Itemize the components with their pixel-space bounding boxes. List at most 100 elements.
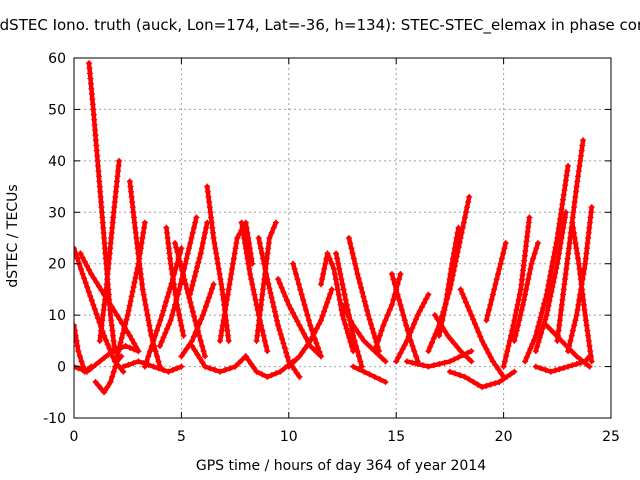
data-point [167,317,174,324]
data-point [525,276,532,283]
data-point [342,321,349,328]
data-point [160,307,167,314]
data-point [109,332,116,339]
data-point [412,353,419,360]
data-point [119,330,126,337]
data-point [199,312,206,319]
data-point [562,214,569,221]
data-point [517,312,524,319]
data-point [456,372,463,379]
data-point [394,291,401,298]
data-point [416,308,423,315]
data-point [412,316,419,323]
data-point [521,296,528,303]
data-point [562,209,569,216]
data-point [405,333,412,340]
data-point [225,332,232,339]
data-point [367,321,374,328]
data-point [461,214,468,221]
data-point [564,255,571,262]
data-point [551,249,558,256]
data-point [91,116,98,123]
data-point [113,183,120,190]
data-point [468,358,475,365]
data-point [316,348,323,355]
data-point [103,286,110,293]
data-point [380,322,387,329]
data-point [586,224,593,231]
data-point [278,284,285,291]
data-point [265,245,272,252]
data-point [497,370,504,376]
data-point [138,276,145,283]
data-point [575,173,582,180]
data-point [455,224,462,231]
data-point [210,281,217,288]
data-point [85,288,92,295]
data-point [140,291,147,298]
data-point [198,245,205,252]
data-point [547,272,554,279]
data-point [572,188,579,195]
data-point [580,271,587,277]
data-point [439,324,446,331]
data-point [450,250,457,257]
data-point [515,296,522,303]
data-point [495,271,502,277]
data-point [516,291,523,298]
data-point [216,271,223,277]
data-point [562,341,569,348]
data-point [202,363,209,370]
data-point [219,322,226,329]
data-point [307,337,314,344]
data-point [526,271,533,277]
data-point [126,344,133,351]
data-point [137,250,144,257]
y-axis-label: dSTEC / TECUs [5,184,21,287]
data-point [291,265,298,272]
data-point [558,337,565,344]
data-point [537,314,544,321]
data-point [126,178,133,185]
data-series [565,204,595,355]
data-point [291,366,298,373]
data-point [473,325,480,331]
data-point [271,308,278,315]
data-point [75,348,82,355]
data-point [128,293,135,300]
data-point [495,366,502,373]
data-point [339,281,346,288]
data-series [178,281,217,360]
data-point [130,209,137,216]
data-point [176,286,183,293]
data-point [261,337,268,344]
data-point [183,285,190,292]
data-point [260,255,267,262]
data-point [582,317,589,324]
data-point [91,121,98,128]
data-point [160,334,167,341]
data-point [96,183,103,190]
data-point [542,316,549,323]
series-track [544,323,592,369]
data-point [95,173,102,180]
data-point [556,220,563,227]
data-point [192,268,199,275]
data-point [188,235,195,241]
data-point [382,317,389,324]
data-point [104,384,111,391]
data-point [496,379,503,385]
data-point [191,313,198,320]
data-point [227,365,234,372]
data-point [248,361,255,367]
data-point [279,335,286,342]
data-point [571,199,578,205]
data-series [393,291,432,365]
data-point [561,187,568,193]
data-point [250,364,257,371]
data-point [270,224,277,231]
data-point [326,255,333,262]
data-point [514,301,521,308]
data-point [186,245,193,252]
